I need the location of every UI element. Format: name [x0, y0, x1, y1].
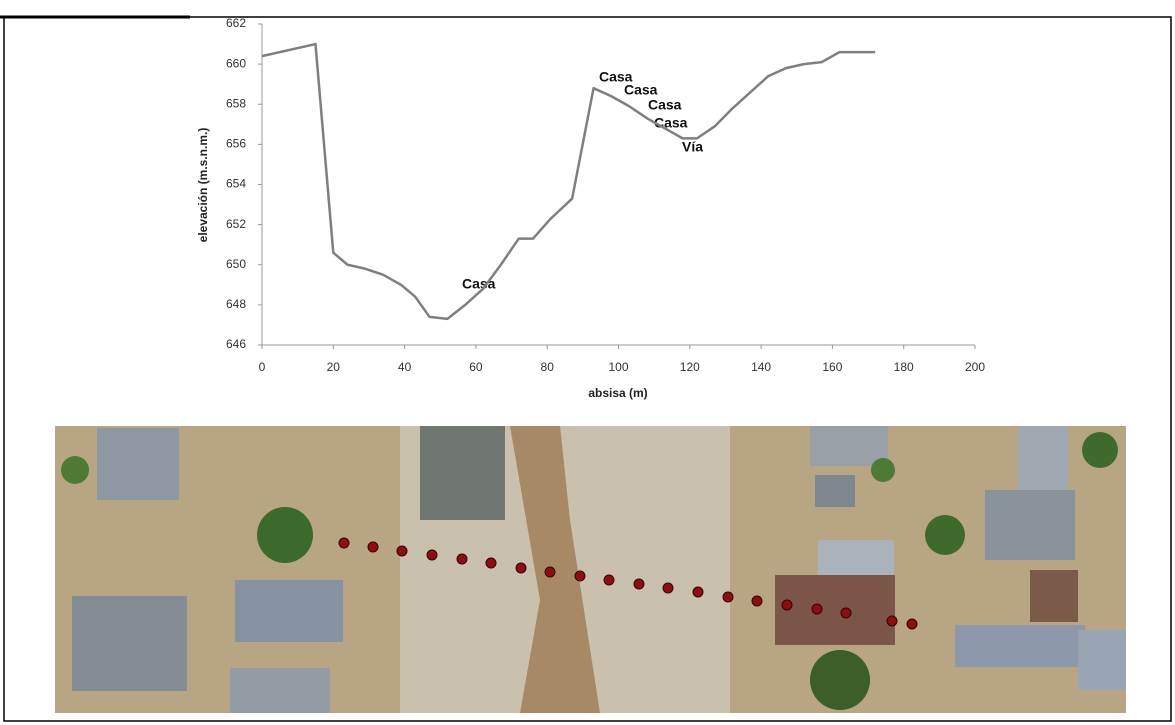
x-tick-label: 60 [469, 360, 483, 374]
x-tick-label: 80 [541, 360, 555, 374]
y-tick-label: 656 [226, 137, 246, 151]
x-axis-label: absisa (m) [588, 386, 647, 400]
y-tick-label: 654 [226, 177, 246, 191]
annotation: Casa [599, 69, 633, 85]
x-tick-label: 20 [327, 360, 341, 374]
annotation: Casa [648, 97, 682, 113]
x-tick-label: 160 [822, 360, 842, 374]
annotation: Casa [462, 276, 496, 292]
y-tick-label: 660 [226, 56, 246, 70]
y-tick-label: 662 [226, 16, 246, 30]
y-tick-label: 646 [226, 337, 246, 351]
annotation: Vía [682, 139, 703, 155]
y-tick-label: 652 [226, 217, 246, 231]
y-tick-label: 658 [226, 96, 246, 110]
aerial-photo [55, 426, 1126, 713]
x-tick-label: 120 [680, 360, 700, 374]
x-tick-label: 180 [894, 360, 914, 374]
line [261, 42, 876, 321]
annotation: Casa [624, 82, 658, 98]
frame [3, 16, 1172, 722]
y-axis-label: elevación (m.s.n.m.) [196, 128, 210, 243]
x-tick-label: 200 [965, 360, 985, 374]
y-tick-label: 648 [226, 297, 246, 311]
x-tick-label: 40 [398, 360, 412, 374]
x-tick-label: 0 [259, 360, 266, 374]
y-tick-label: 650 [226, 257, 246, 271]
x-tick-label: 100 [608, 360, 628, 374]
annotation: Casa [654, 115, 688, 131]
x-tick-label: 140 [751, 360, 771, 374]
